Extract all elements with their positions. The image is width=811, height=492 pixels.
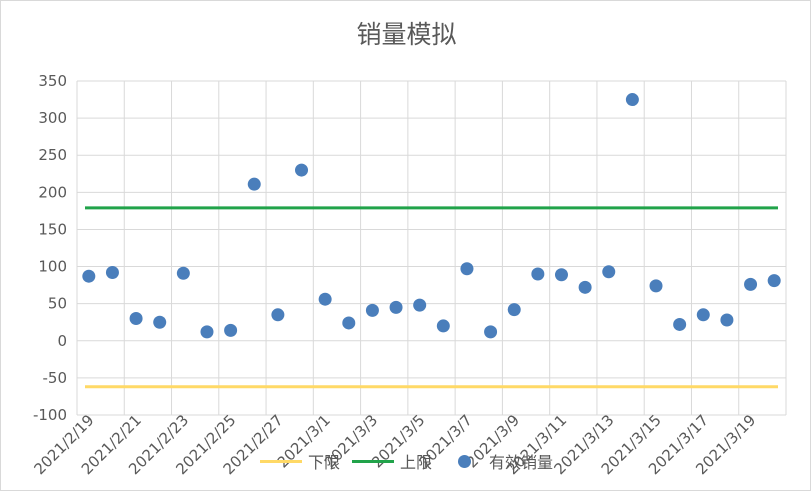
y-tick-label: 300 [38, 109, 67, 127]
data-point [129, 312, 143, 326]
chart-title: 销量模拟 [356, 20, 457, 49]
legend-label-upper-limit: 上限 [399, 453, 432, 472]
legend-label-sales: 有效销量 [489, 453, 554, 472]
data-point [460, 262, 474, 276]
data-point [389, 300, 403, 314]
legend-label-lower-limit: 下限 [307, 453, 340, 472]
y-tick-label: 200 [38, 183, 67, 201]
data-point [649, 279, 663, 293]
data-point [744, 277, 758, 291]
data-point [105, 265, 119, 279]
data-point [436, 319, 450, 333]
series-layer [82, 93, 781, 389]
y-tick-label: 350 [38, 72, 67, 90]
data-point [696, 308, 710, 322]
legend-item-lower-limit: 下限 [259, 449, 340, 473]
data-point [271, 308, 285, 322]
legend-swatch-sales [458, 454, 471, 468]
y-tick-label: 150 [38, 220, 67, 238]
legend-item-upper-limit: 上限 [351, 449, 432, 473]
gridlines [76, 80, 787, 416]
legend: 下限 上限 有效销量 [1, 449, 811, 473]
y-tick-label: -100 [33, 406, 67, 424]
data-point [413, 298, 427, 312]
data-point [247, 177, 261, 191]
data-point [625, 93, 639, 107]
data-point [673, 317, 687, 331]
data-point [365, 303, 379, 317]
data-point [200, 325, 214, 339]
y-axis-ticks: -100 -50 0 50 100 150 200 250 300 350 [33, 72, 67, 424]
data-point [318, 292, 332, 306]
y-tick-label: 250 [38, 146, 67, 164]
data-point [224, 323, 238, 337]
data-point [602, 265, 616, 279]
legend-swatch-lower-limit [259, 459, 302, 463]
data-point [578, 280, 592, 294]
data-point [554, 268, 568, 282]
data-point [82, 269, 96, 283]
y-tick-label: 100 [38, 258, 67, 276]
data-point [484, 325, 498, 339]
y-tick-label: -50 [43, 369, 68, 387]
data-point [153, 315, 167, 329]
legend-swatch-upper-limit [351, 459, 394, 463]
legend-item-sales: 有效销量 [444, 449, 553, 473]
data-point [295, 163, 309, 177]
data-point [531, 267, 545, 281]
data-point [767, 274, 781, 288]
y-tick-label: 0 [57, 332, 67, 350]
data-point [720, 313, 734, 327]
data-point [176, 266, 190, 280]
data-point [507, 303, 521, 317]
y-tick-label: 50 [48, 295, 67, 313]
data-point [342, 316, 356, 330]
